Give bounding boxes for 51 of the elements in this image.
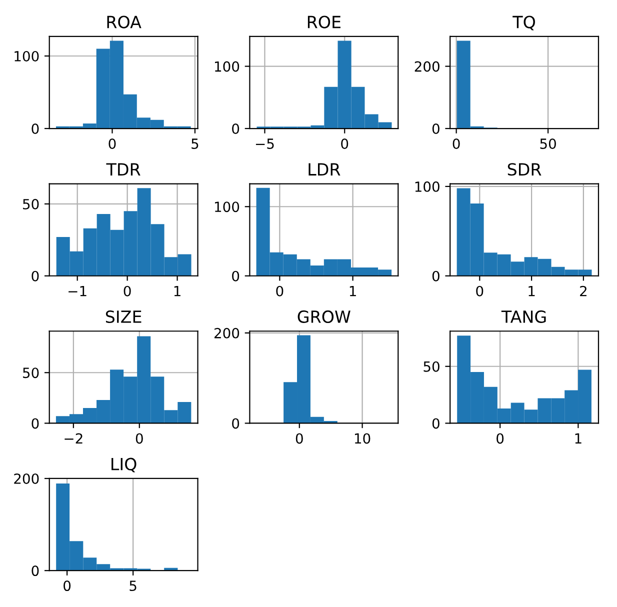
y-tick-label: 100 — [415, 181, 440, 192]
x-tick-label: 0 — [124, 286, 131, 296]
chart-title: GROW — [298, 310, 350, 324]
y-tick-label: 0 — [432, 418, 440, 429]
x-tick-label: 0 — [136, 433, 143, 444]
x-tick-label: −5 — [256, 138, 274, 149]
y-tick-label: 200 — [14, 473, 39, 484]
chart-title: ROA — [107, 16, 142, 28]
x-tick-label: 1 — [575, 433, 582, 444]
x-tick-label: −2 — [64, 433, 82, 444]
x-tick-label: 0 — [341, 138, 348, 149]
y-tick-label: 50 — [424, 361, 440, 372]
x-tick-label: 5 — [130, 580, 136, 592]
y-tick-label: 50 — [23, 198, 39, 210]
x-tick-label: 5 — [192, 138, 198, 149]
x-tick-label: 1 — [528, 286, 535, 296]
y-tick-label: 0 — [32, 566, 39, 576]
y-tick-label: 100 — [215, 202, 240, 212]
y-tick-label: 0 — [432, 123, 440, 134]
x-tick-label: 2 — [580, 286, 586, 296]
chart-title: SDR — [508, 163, 542, 176]
x-tick-label: 0 — [108, 138, 116, 149]
chart-title: TQ — [512, 16, 535, 30]
y-tick-label: 0 — [232, 418, 240, 429]
y-tick-label: 200 — [414, 61, 440, 72]
x-tick-label: 10 — [354, 433, 370, 444]
chart-title: LDR — [308, 163, 340, 176]
x-tick-label: 0 — [496, 433, 504, 444]
y-tick-label: 0 — [432, 270, 440, 282]
chart-title: TDR — [106, 163, 140, 176]
y-tick-label: 0 — [32, 123, 39, 134]
y-tick-label: 100 — [14, 50, 39, 62]
x-tick-label: 0 — [476, 286, 484, 296]
x-tick-label: 1 — [350, 286, 356, 296]
y-tick-label: 0 — [32, 270, 39, 282]
y-tick-label: 0 — [232, 270, 240, 282]
chart-title: SIZE — [106, 310, 142, 324]
x-tick-label: 0 — [452, 138, 460, 149]
x-tick-label: 0 — [296, 433, 303, 444]
x-tick-label: 50 — [540, 138, 556, 149]
chart-title: LIQ — [112, 458, 136, 472]
chart-title: ROE — [308, 16, 340, 28]
x-tick-label: 0 — [276, 286, 284, 296]
y-tick-label: 0 — [232, 123, 240, 134]
x-tick-label: 1 — [174, 286, 180, 296]
chart-title: TANG — [501, 310, 546, 324]
x-tick-label: −1 — [68, 286, 86, 296]
y-tick-label: 200 — [214, 328, 240, 338]
y-tick-label: 100 — [215, 61, 240, 72]
y-tick-label: 50 — [23, 368, 39, 378]
y-tick-label: 0 — [32, 418, 39, 429]
